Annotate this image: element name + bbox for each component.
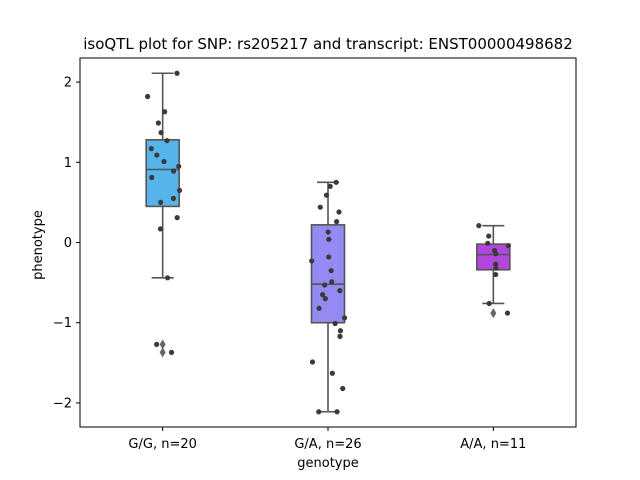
data-point bbox=[149, 174, 155, 181]
data-point bbox=[340, 385, 346, 392]
data-point bbox=[341, 315, 348, 321]
data-point bbox=[154, 152, 160, 158]
data-point bbox=[158, 130, 164, 136]
data-point bbox=[319, 292, 326, 298]
y-tick-label: 1 bbox=[64, 156, 72, 171]
data-point bbox=[337, 333, 343, 339]
data-point bbox=[154, 341, 160, 347]
x-axis-title: genotype bbox=[297, 456, 358, 471]
data-point bbox=[493, 271, 499, 278]
outlier-marker bbox=[490, 308, 497, 319]
y-tick-label: −1 bbox=[53, 316, 72, 331]
data-point bbox=[316, 305, 322, 311]
data-point bbox=[323, 192, 330, 198]
data-point bbox=[176, 187, 183, 193]
y-tick-label: 0 bbox=[64, 236, 72, 251]
x-tick-label: G/G, n=20 bbox=[128, 437, 196, 452]
data-point bbox=[309, 258, 315, 264]
data-point bbox=[486, 233, 492, 239]
data-point bbox=[337, 328, 344, 334]
y-tick-label: −2 bbox=[53, 396, 72, 411]
data-point bbox=[476, 223, 482, 229]
data-point bbox=[493, 265, 499, 271]
data-point bbox=[486, 300, 492, 307]
data-point bbox=[329, 370, 335, 376]
data-point bbox=[155, 120, 161, 126]
y-axis-title: phenotype bbox=[31, 210, 46, 280]
data-point bbox=[176, 163, 182, 169]
data-point bbox=[322, 296, 328, 302]
data-point bbox=[168, 349, 175, 355]
data-point bbox=[504, 310, 511, 316]
data-point bbox=[334, 409, 340, 415]
data-point bbox=[164, 275, 171, 281]
data-point bbox=[326, 254, 332, 260]
data-point bbox=[336, 209, 342, 215]
data-point bbox=[309, 359, 316, 365]
chart-title: isoQTL plot for SNP: rs205217 and transc… bbox=[83, 35, 573, 53]
data-point bbox=[148, 146, 154, 152]
data-point bbox=[162, 109, 168, 115]
data-point bbox=[493, 251, 499, 257]
data-point bbox=[332, 320, 338, 327]
data-point bbox=[322, 282, 328, 288]
data-point bbox=[505, 243, 511, 249]
data-point bbox=[174, 215, 180, 221]
data-point bbox=[157, 226, 164, 232]
data-point bbox=[492, 261, 499, 267]
axes: −2 −1 0 1 2 G/G, n=20 G/A, n=26 A/A, n=11 bbox=[53, 57, 577, 452]
data-point bbox=[161, 158, 167, 165]
data-point bbox=[333, 219, 340, 225]
plot-area bbox=[145, 70, 511, 415]
data-point bbox=[328, 267, 334, 274]
data-point bbox=[174, 70, 180, 76]
data-point bbox=[337, 288, 343, 294]
data-point bbox=[164, 138, 170, 144]
data-point bbox=[327, 183, 333, 189]
data-point bbox=[329, 279, 335, 285]
data-point bbox=[333, 179, 339, 185]
data-point bbox=[325, 229, 331, 235]
x-tick-label: G/A, n=26 bbox=[294, 437, 361, 452]
box bbox=[476, 243, 511, 271]
outlier-marker bbox=[159, 339, 166, 350]
box-group bbox=[476, 224, 511, 319]
y-tick-label: 2 bbox=[64, 76, 72, 91]
outlier-marker bbox=[159, 347, 166, 358]
data-point bbox=[158, 199, 164, 205]
data-point bbox=[317, 204, 323, 210]
box-group bbox=[310, 181, 346, 413]
x-tick-label: A/A, n=11 bbox=[460, 437, 526, 452]
box-group bbox=[145, 72, 180, 358]
data-point bbox=[170, 195, 177, 201]
data-point bbox=[145, 93, 151, 100]
data-point bbox=[326, 236, 332, 242]
data-point bbox=[485, 240, 491, 246]
data-point bbox=[170, 168, 177, 174]
data-point bbox=[316, 409, 322, 415]
